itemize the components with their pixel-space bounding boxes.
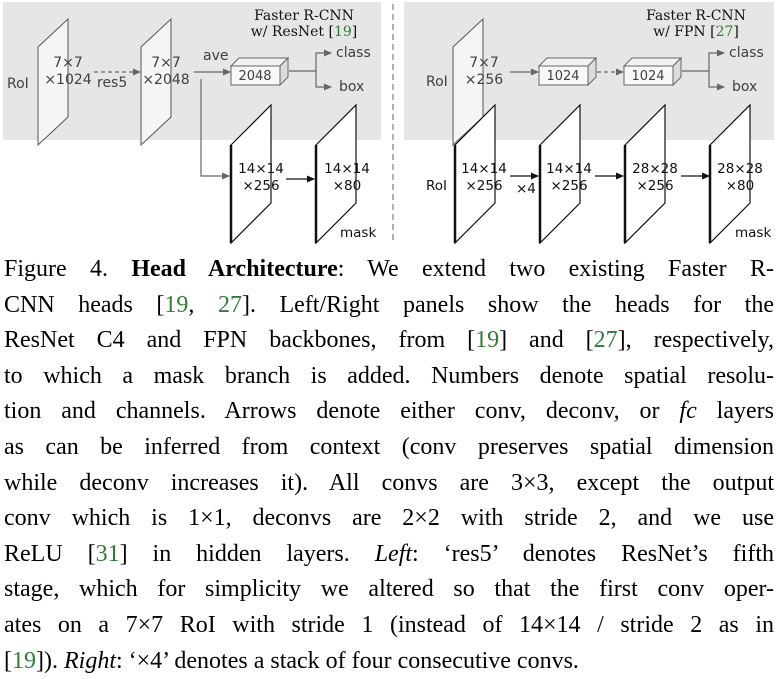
caption-line: while deconv increases it). All convs ar… [4, 469, 774, 496]
right-fc-1024-b: 1024 [622, 56, 683, 87]
caption-line: CNN heads [19, 27]. Left/Right panels sh… [4, 291, 775, 318]
citation-link[interactable]: 31 [95, 540, 120, 567]
caption-line: [19]). Right: ‘×4’ denotes a stack of fo… [4, 647, 579, 674]
figure-caption: Figure 4. Head Architecture: We extend t… [4, 252, 774, 679]
caption-line: ReLU [31] in hidden layers. Left: ‘res5’… [4, 540, 774, 567]
svg-text:×2048: ×2048 [142, 72, 189, 88]
svg-text:14×14: 14×14 [546, 161, 592, 177]
svg-text:×256: ×256 [465, 178, 502, 194]
right-mask-feature-2: 14×14 ×256 [538, 103, 592, 245]
svg-text:2048: 2048 [238, 69, 271, 84]
citation-link[interactable]: 27 [593, 327, 618, 354]
left-box-label: box [339, 79, 364, 95]
svg-text:14×14: 14×14 [324, 161, 370, 177]
right-class-label: class [729, 45, 764, 61]
svg-text:28×28: 28×28 [717, 161, 763, 177]
svg-text:7×7: 7×7 [151, 55, 181, 71]
svg-text:×256: ×256 [465, 72, 504, 88]
left-fc-2048: 2048 [229, 56, 290, 87]
left-mask-output-14x14x80: 14×14 ×80 [314, 103, 370, 245]
right-title-line1: Faster R-CNN [646, 8, 746, 24]
left-class-label: class [336, 45, 371, 61]
left-roi-label: RoI [7, 76, 29, 92]
caption-line: to which a mask branch is added. Numbers… [4, 362, 774, 389]
svg-text:7×7: 7×7 [53, 55, 83, 71]
citation-link[interactable]: 19 [475, 327, 500, 354]
right-roi-feature-7x7x256: 7×7 ×256 [452, 17, 504, 147]
right-roi-top-label: RoI [426, 74, 448, 90]
svg-text:×1024: ×1024 [44, 72, 91, 88]
left-title-line1: Faster R-CNN [254, 8, 354, 24]
svg-text:14×14: 14×14 [461, 161, 507, 177]
caption-line: conv which is 1×1, deconvs are 2×2 with … [4, 505, 774, 532]
left-title-line2: w/ ResNet [19] [251, 24, 358, 40]
svg-text:×256: ×256 [550, 178, 587, 194]
left-res5-output-block: 7×7 ×2048 [140, 17, 190, 147]
left-mask-feature-14x14x256: 14×14 ×256 [229, 103, 284, 245]
right-mask-feature-3: 28×28 ×256 [623, 103, 678, 245]
citation-link[interactable]: 19 [164, 291, 189, 318]
svg-text:×80: ×80 [333, 178, 362, 194]
left-mask-label: mask [340, 225, 376, 241]
left-ave-label: ave [203, 48, 228, 64]
figure-4-diagram: Faster R-CNN w/ ResNet [19] RoI 7×7 ×102… [0, 0, 776, 250]
left-res5-label: res5 [97, 75, 127, 91]
caption-line: as can be inferred from context (conv pr… [4, 433, 774, 460]
caption-line: tion and channels. Arrows denote either … [4, 398, 774, 425]
caption-line: Figure 4. Head Architecture: We extend t… [4, 256, 774, 282]
right-title-line2: w/ FPN [27] [653, 24, 739, 40]
svg-text:7×7: 7×7 [469, 55, 499, 71]
right-panel: Faster R-CNN w/ FPN [27] RoI 7×7 ×256 10… [426, 8, 771, 245]
svg-text:×256: ×256 [242, 178, 279, 194]
citation-link[interactable]: 27 [217, 291, 242, 318]
svg-text:14×14: 14×14 [238, 161, 284, 177]
svg-text:×80: ×80 [726, 178, 755, 194]
caption-line: ates on a 7×7 RoI with stride 1 (instead… [4, 611, 774, 638]
right-x4-label: ×4 [516, 181, 536, 197]
svg-text:×256: ×256 [636, 178, 673, 194]
right-roi-bottom-label: RoI [426, 178, 447, 194]
left-res-input-block: 7×7 ×1024 [37, 17, 92, 147]
left-panel: Faster R-CNN w/ ResNet [19] RoI 7×7 ×102… [7, 8, 376, 245]
right-mask-label: mask [735, 225, 771, 241]
svg-text:1024: 1024 [546, 69, 579, 84]
right-mask-feature-1: 14×14 ×256 [453, 103, 507, 245]
svg-text:28×28: 28×28 [632, 161, 678, 177]
citation-link[interactable]: 19 [12, 647, 36, 674]
caption-line: ResNet C4 and FPN backbones, from [19] a… [4, 327, 775, 354]
right-fc-1024-a: 1024 [537, 56, 598, 87]
caption-line: stage, which for simplicity we altered s… [4, 576, 774, 603]
right-box-label: box [732, 79, 757, 95]
svg-text:1024: 1024 [631, 69, 664, 84]
right-mask-output: 28×28 ×80 [708, 103, 763, 245]
